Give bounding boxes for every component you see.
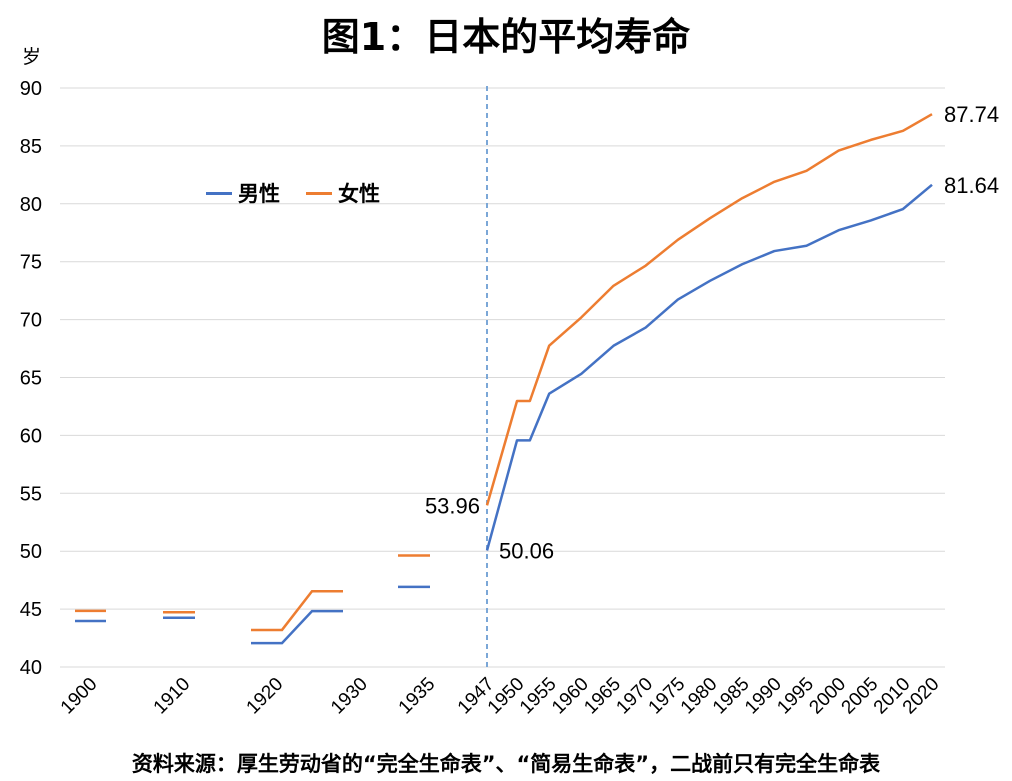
x-tick-label-1995: 1995 xyxy=(773,674,818,719)
x-tick-label-1910: 1910 xyxy=(150,674,195,719)
y-tick-label-70: 70 xyxy=(20,310,42,332)
chart-legend: 男性 女性 xyxy=(206,178,380,208)
y-tick-label-75: 75 xyxy=(20,252,42,274)
y-tick-label-90: 90 xyxy=(20,78,42,100)
prewar-female-1920-1930 xyxy=(251,590,343,632)
y-tick-label-80: 80 xyxy=(20,194,42,216)
x-tick-label-1990: 1990 xyxy=(741,674,786,719)
x-tick-label-1920: 1920 xyxy=(243,674,288,719)
data-label-female-1947: 53.96 xyxy=(425,493,480,518)
y-tick-label-50: 50 xyxy=(20,541,42,563)
x-tick-label-1955: 1955 xyxy=(516,674,561,719)
x-tick-label-1980: 1980 xyxy=(677,674,722,719)
chart-title: 图1：日本的平均寿命 xyxy=(321,15,691,59)
y-tick-label-65: 65 xyxy=(20,368,42,390)
y-tick-label-55: 55 xyxy=(20,483,42,505)
source-note: 资料来源：厚生劳动省的“完全生命表”、“简易生命表”，二战前只有完全生命表 xyxy=(131,752,881,776)
x-tick-label-1900: 1900 xyxy=(57,674,102,719)
data-label-male-1947: 50.06 xyxy=(499,539,554,564)
x-tick-label-1950: 1950 xyxy=(484,674,529,719)
legend-label-male: 男性 xyxy=(238,182,280,206)
y-axis-unit-label: 岁 xyxy=(22,46,42,68)
x-tick-label-1975: 1975 xyxy=(645,674,690,719)
legend-swatch-male xyxy=(206,191,232,195)
data-label-female-2020: 87.74 xyxy=(944,102,999,127)
legend-swatch-female xyxy=(306,191,332,195)
x-tick-label-1935: 1935 xyxy=(395,674,440,719)
legend-item-male: 男性 xyxy=(206,178,280,208)
x-tick-label-2000: 2000 xyxy=(805,674,850,719)
x-tick-label-1985: 1985 xyxy=(709,674,754,719)
prewar-male-1920-1930 xyxy=(251,609,343,645)
y-tick-label-40: 40 xyxy=(20,657,42,679)
data-label-male-2020: 81.64 xyxy=(944,173,999,198)
x-tick-label-1930: 1930 xyxy=(327,674,372,719)
legend-item-female: 女性 xyxy=(306,178,380,208)
y-tick-label-60: 60 xyxy=(20,425,42,447)
x-tick-label-1970: 1970 xyxy=(612,674,657,719)
y-tick-label-85: 85 xyxy=(20,136,42,158)
x-tick-label-1965: 1965 xyxy=(580,674,625,719)
x-tick-label-1960: 1960 xyxy=(548,674,593,719)
series-line-female xyxy=(485,113,933,506)
x-tick-label-2005: 2005 xyxy=(838,674,883,719)
legend-label-female: 女性 xyxy=(338,182,380,206)
series-line-male xyxy=(485,183,933,551)
y-tick-label-45: 45 xyxy=(20,599,42,621)
